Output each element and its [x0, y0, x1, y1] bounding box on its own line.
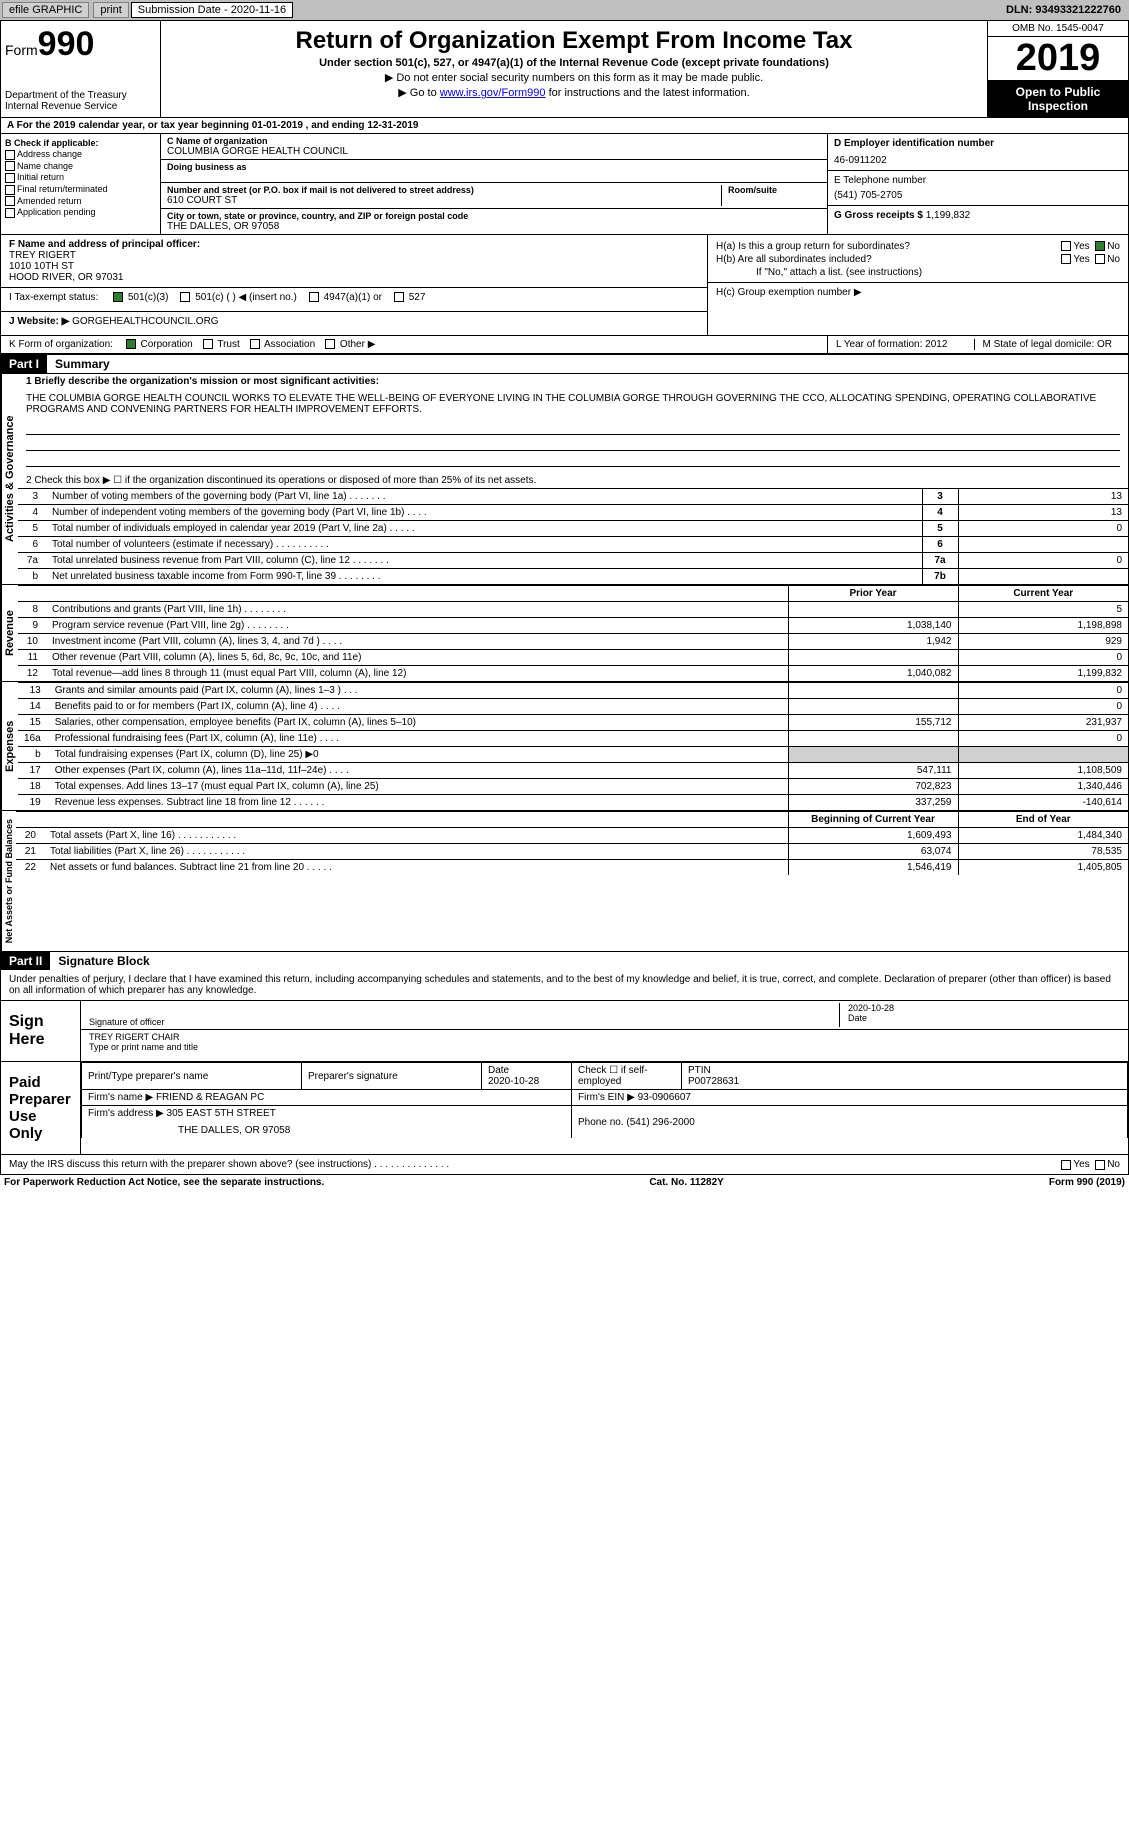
open-to-public: Open to Public Inspection [988, 81, 1128, 117]
state-domicile: M State of legal domicile: OR [975, 339, 1121, 350]
table-header: Prior YearCurrent Year [18, 586, 1128, 602]
preparer-table: Print/Type preparer's name Preparer's si… [81, 1062, 1128, 1138]
print-button[interactable]: print [93, 2, 128, 18]
form-org-option[interactable]: Corporation [126, 339, 193, 350]
firm-name: FRIEND & REAGAN PC [156, 1092, 264, 1103]
paid-preparer-label: Paid Preparer Use Only [1, 1062, 81, 1154]
officer-block: F Name and address of principal officer:… [0, 235, 1129, 336]
tax-status-option[interactable]: 527 [394, 292, 425, 303]
discuss-no-checkbox[interactable] [1095, 1160, 1105, 1170]
firm-addr1: 305 EAST 5TH STREET [167, 1108, 276, 1119]
boxb-option[interactable]: Initial return [5, 172, 156, 183]
table-row: 19Revenue less expenses. Subtract line 1… [18, 795, 1128, 811]
sideways-governance: Activities & Governance [1, 374, 18, 584]
table-row: 10Investment income (Part VIII, column (… [18, 634, 1128, 650]
org-city: THE DALLES, OR 97058 [167, 221, 821, 232]
form-org-option[interactable]: Trust [203, 339, 240, 350]
netassets-table: Beginning of Current YearEnd of Year20To… [16, 811, 1128, 875]
gross-receipts: 1,199,832 [926, 210, 971, 221]
discuss-row: May the IRS discuss this return with the… [0, 1155, 1129, 1175]
sig-date: 2020-10-28 [848, 1003, 1120, 1013]
dln: DLN: 93493321222760 [1006, 4, 1129, 16]
firm-ein: 93-0906607 [638, 1092, 691, 1103]
year-formation: L Year of formation: 2012 [836, 339, 975, 350]
table-row: 12Total revenue—add lines 8 through 11 (… [18, 666, 1128, 682]
table-row: bTotal fundraising expenses (Part IX, co… [18, 747, 1128, 763]
table-row: 13Grants and similar amounts paid (Part … [18, 683, 1128, 699]
page-footer: For Paperwork Reduction Act Notice, see … [0, 1175, 1129, 1190]
website: GORGEHEALTHCOUNCIL.ORG [72, 316, 219, 327]
efile-button[interactable]: efile GRAPHIC [2, 2, 89, 18]
sideways-netassets: Net Assets or Fund Balances [1, 811, 16, 951]
boxb-option[interactable]: Amended return [5, 196, 156, 207]
hb-yes-checkbox[interactable] [1061, 254, 1071, 264]
table-row: 5Total number of individuals employed in… [18, 521, 1128, 537]
discuss-yes-checkbox[interactable] [1061, 1160, 1071, 1170]
part2-label: Part II [1, 952, 50, 970]
tax-status-option[interactable]: 4947(a)(1) or [309, 292, 382, 303]
table-row: 22Net assets or fund balances. Subtract … [16, 860, 1128, 876]
table-row: 9Program service revenue (Part VIII, lin… [18, 618, 1128, 634]
firm-addr2: THE DALLES, OR 97058 [88, 1119, 565, 1136]
row-k-lm: K Form of organization: Corporation Trus… [0, 336, 1129, 354]
revenue-table: Prior YearCurrent Year8Contributions and… [18, 585, 1128, 681]
table-row: 11Other revenue (Part VIII, column (A), … [18, 650, 1128, 666]
tax-year: 2019 [988, 37, 1128, 81]
ha-no-checkbox[interactable] [1095, 241, 1105, 251]
omb-number: OMB No. 1545-0047 [988, 21, 1128, 37]
table-row: 20Total assets (Part X, line 16) . . . .… [16, 828, 1128, 844]
table-row: 21Total liabilities (Part X, line 26) . … [16, 844, 1128, 860]
expenses-table: 13Grants and similar amounts paid (Part … [18, 682, 1128, 810]
boxb-option[interactable]: Application pending [5, 207, 156, 218]
table-header: Beginning of Current YearEnd of Year [16, 812, 1128, 828]
table-row: 16aProfessional fundraising fees (Part I… [18, 731, 1128, 747]
table-row: 8Contributions and grants (Part VIII, li… [18, 602, 1128, 618]
tax-status-option[interactable]: 501(c)(3) [113, 292, 168, 303]
table-row: 6Total number of volunteers (estimate if… [18, 537, 1128, 553]
sign-here-label: Sign Here [1, 1001, 81, 1061]
officer-printed: TREY RIGERT CHAIR [89, 1032, 1120, 1042]
tax-status-option[interactable]: 501(c) ( ) ◀ (insert no.) [180, 292, 296, 303]
header-block: B Check if applicable: Address changeNam… [0, 134, 1129, 235]
table-row: 17Other expenses (Part IX, column (A), l… [18, 763, 1128, 779]
ein: 46-0911202 [834, 155, 1122, 166]
org-name: COLUMBIA GORGE HEALTH COUNCIL [167, 146, 821, 157]
table-row: 7aTotal unrelated business revenue from … [18, 553, 1128, 569]
table-row: bNet unrelated business taxable income f… [18, 569, 1128, 585]
table-row: 15Salaries, other compensation, employee… [18, 715, 1128, 731]
part1-label: Part I [1, 355, 47, 373]
table-row: 4Number of independent voting members of… [18, 505, 1128, 521]
table-row: 14Benefits paid to or for members (Part … [18, 699, 1128, 715]
ptin: P00728631 [688, 1076, 739, 1087]
sideways-expenses: Expenses [1, 682, 18, 810]
officer-name: TREY RIGERT [9, 250, 699, 261]
dept-treasury: Department of the Treasury Internal Reve… [5, 90, 156, 112]
top-toolbar: efile GRAPHIC print Submission Date - 20… [0, 0, 1129, 20]
table-row: 18Total expenses. Add lines 13–17 (must … [18, 779, 1128, 795]
org-street: 610 COURT ST [167, 195, 721, 206]
form-header: Form990 Department of the Treasury Inter… [0, 20, 1129, 118]
sideways-revenue: Revenue [1, 585, 18, 681]
form-org-option[interactable]: Other ▶ [325, 339, 375, 350]
mission-text: THE COLUMBIA GORGE HEALTH COUNCIL WORKS … [18, 389, 1128, 419]
signature-block: Under penalties of perjury, I declare th… [0, 970, 1129, 1155]
hb-no-checkbox[interactable] [1095, 254, 1105, 264]
telephone: (541) 705-2705 [834, 190, 1122, 201]
prep-date: 2020-10-28 [488, 1076, 539, 1087]
form-title: Return of Organization Exempt From Incom… [167, 27, 981, 55]
ha-yes-checkbox[interactable] [1061, 241, 1071, 251]
boxb-option[interactable]: Name change [5, 161, 156, 172]
form-org-option[interactable]: Association [250, 339, 315, 350]
table-row: 3Number of voting members of the governi… [18, 489, 1128, 505]
boxb-option[interactable]: Address change [5, 149, 156, 160]
boxb-option[interactable]: Final return/terminated [5, 184, 156, 195]
submission-date: Submission Date - 2020-11-16 [131, 2, 293, 18]
irs-link[interactable]: www.irs.gov/Form990 [440, 87, 546, 99]
row-a-period: A For the 2019 calendar year, or tax yea… [0, 118, 1129, 134]
governance-table: 3Number of voting members of the governi… [18, 488, 1128, 584]
firm-phone: (541) 296-2000 [626, 1117, 694, 1128]
